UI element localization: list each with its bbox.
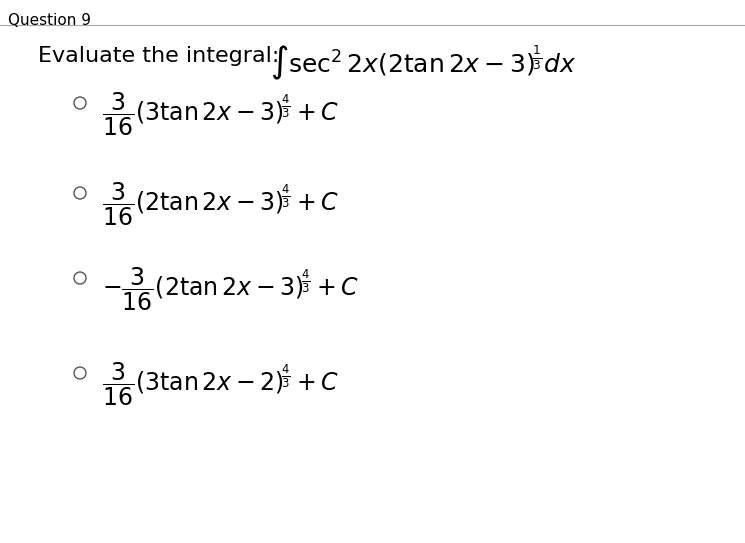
Text: $\dfrac{3}{16}\left(3 \tan 2x - 2\right)^{\!\frac{4}{3}} + C$: $\dfrac{3}{16}\left(3 \tan 2x - 2\right)…: [102, 361, 339, 408]
Text: $\dfrac{3}{16}\left(2 \tan 2x - 3\right)^{\!\frac{4}{3}} + C$: $\dfrac{3}{16}\left(2 \tan 2x - 3\right)…: [102, 181, 339, 229]
Text: Question 9: Question 9: [8, 13, 91, 28]
Text: $-\dfrac{3}{16}\left(2 \tan 2x - 3\right)^{\!\frac{4}{3}} + C$: $-\dfrac{3}{16}\left(2 \tan 2x - 3\right…: [102, 266, 359, 313]
Text: Evaluate the integral:: Evaluate the integral:: [38, 46, 279, 66]
Text: $\int \sec^2 2x \left(2 \tan 2x - 3\right)^{\!\frac{1}{3}} dx$: $\int \sec^2 2x \left(2 \tan 2x - 3\righ…: [270, 44, 576, 82]
Text: $\dfrac{3}{16}\left(3 \tan 2x - 3\right)^{\!\frac{4}{3}} + C$: $\dfrac{3}{16}\left(3 \tan 2x - 3\right)…: [102, 91, 339, 138]
